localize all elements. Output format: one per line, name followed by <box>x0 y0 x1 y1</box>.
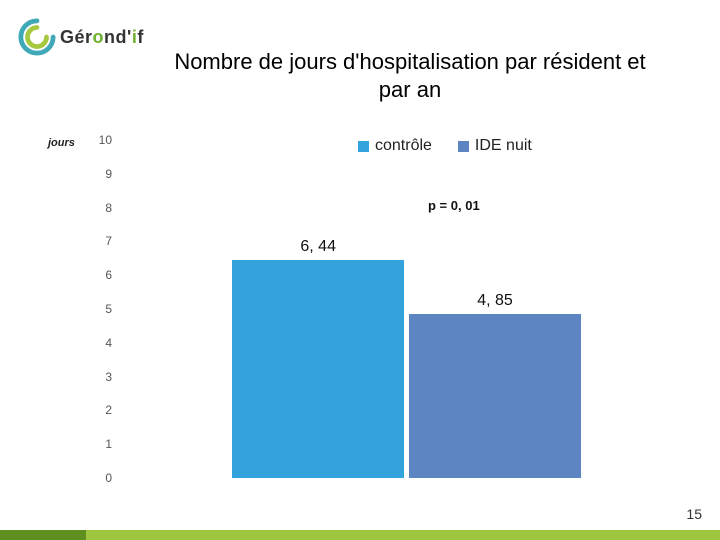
bar-controle: 6, 44 <box>232 260 404 478</box>
legend-label: contrôle <box>375 137 432 155</box>
y-tick: 4 <box>105 336 112 350</box>
bar-ide-nuit: 4, 85 <box>409 314 581 478</box>
p-value-annotation: p = 0, 01 <box>428 198 480 213</box>
logo-text-part: nd' <box>104 27 132 47</box>
plot-area: 10 9 8 7 6 5 4 3 2 1 0 contrôle IDE nuit… <box>118 140 638 478</box>
footer-bar-segment <box>0 530 86 540</box>
y-tick: 0 <box>105 471 112 485</box>
chart-legend: contrôle IDE nuit <box>358 137 532 155</box>
y-axis-label: jours <box>48 137 75 149</box>
footer-accent-bar <box>0 530 720 540</box>
legend-item-ide-nuit: IDE nuit <box>458 137 532 155</box>
bar-value-label: 4, 85 <box>477 292 513 310</box>
y-tick: 6 <box>105 268 112 282</box>
bar-value-label: 6, 44 <box>300 238 336 256</box>
page-title: Nombre de jours d'hospitalisation par ré… <box>170 48 650 103</box>
logo-text-part: f <box>137 27 144 47</box>
logo-swirl-icon <box>18 18 56 56</box>
y-tick: 2 <box>105 403 112 417</box>
logo-text-part: o <box>93 27 105 47</box>
y-tick: 10 <box>99 133 112 147</box>
y-tick: 1 <box>105 437 112 451</box>
y-tick: 9 <box>105 167 112 181</box>
legend-swatch-icon <box>458 141 469 152</box>
hospitalization-chart: jours 10 9 8 7 6 5 4 3 2 1 0 contrôle ID… <box>90 140 650 485</box>
y-tick: 3 <box>105 370 112 384</box>
legend-label: IDE nuit <box>475 137 532 155</box>
footer-bar-segment <box>86 530 720 540</box>
y-tick: 8 <box>105 201 112 215</box>
brand-logo: Gérond'if <box>18 18 144 56</box>
logo-text-part: Gér <box>60 27 93 47</box>
logo-text: Gérond'if <box>60 27 144 48</box>
y-tick: 5 <box>105 302 112 316</box>
legend-item-controle: contrôle <box>358 137 432 155</box>
y-tick: 7 <box>105 234 112 248</box>
page-number: 15 <box>686 506 702 522</box>
legend-swatch-icon <box>358 141 369 152</box>
